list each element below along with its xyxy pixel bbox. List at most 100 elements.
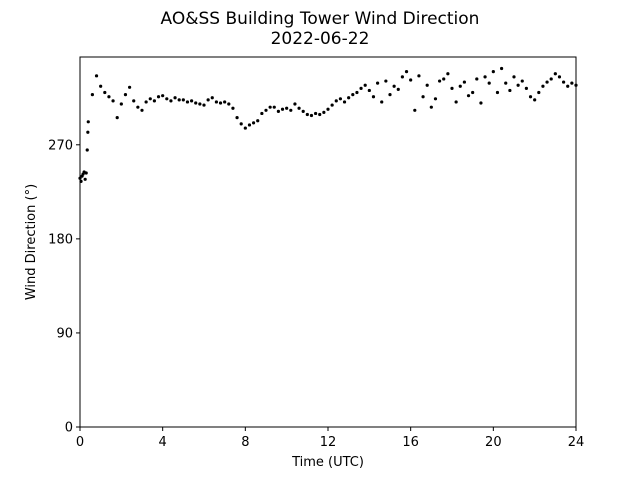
point [363,83,367,87]
point [516,83,520,87]
point [396,87,400,92]
point [491,70,495,74]
point [338,97,342,101]
y-tick-label: 180 [48,232,73,247]
point [103,90,107,95]
point [119,102,123,106]
point [223,100,227,104]
point [190,99,194,103]
chart-title: AO&SS Building Tower Wind Direction [161,9,480,29]
point [252,121,256,125]
point [140,108,144,112]
point [181,98,185,102]
point [156,95,161,99]
point [487,81,491,85]
point [334,99,338,103]
point [123,93,128,97]
point [475,77,479,81]
point [541,84,545,88]
point [85,148,89,152]
point [351,93,355,97]
point [161,94,165,98]
point [148,97,152,101]
point [94,74,99,78]
point [185,100,190,104]
point [442,77,446,81]
point [305,112,309,117]
point [330,103,334,107]
point [276,109,280,113]
point [409,78,413,82]
chart-subtitle: 2022-06-22 [271,29,370,49]
y-tick-label: 90 [56,326,73,341]
point [326,107,330,111]
point [376,81,380,85]
point [264,108,268,112]
point [206,98,210,102]
point [115,116,119,120]
x-tick-label: 20 [485,435,502,450]
point [433,97,438,101]
point [297,106,301,110]
point [90,93,94,97]
point [136,105,140,109]
point [450,86,454,90]
point [545,80,549,84]
point [392,84,396,88]
point [466,94,471,98]
point [528,95,533,99]
point [342,100,347,104]
x-axis-label: Time (UTC) [291,455,364,470]
point [508,88,512,93]
point [243,126,247,130]
point [132,99,136,103]
point [165,97,169,101]
point [293,102,297,106]
point [380,100,384,104]
point [446,72,450,76]
point [421,95,425,99]
x-tick-label: 16 [402,435,419,450]
point [384,79,388,83]
point [309,113,314,118]
point [198,102,202,106]
point [218,101,223,105]
point [553,72,557,76]
point [256,119,260,123]
point [404,70,409,74]
point [557,75,562,79]
point [83,177,87,181]
y-axis-label: Wind Direction (°) [24,184,39,300]
point [107,95,111,99]
point [272,105,276,109]
y-tick-label: 270 [48,138,73,153]
point [285,106,289,110]
point [214,100,218,104]
y-tick-label: 0 [65,421,73,436]
point [347,96,351,100]
point [231,106,235,110]
point [562,80,566,84]
point [483,75,487,79]
point [177,98,181,102]
point [417,74,421,78]
point [524,86,529,90]
point [479,101,483,105]
point [355,90,359,95]
point [413,108,417,112]
point [280,107,285,111]
point [566,84,570,88]
point [388,93,392,97]
point [202,103,206,107]
point [86,120,90,124]
point [152,99,156,103]
point [144,100,148,104]
x-tick-label: 0 [76,435,84,450]
x-tick-label: 4 [159,435,167,450]
point [400,75,404,79]
point [111,99,115,103]
point [438,79,442,83]
point [227,102,231,106]
point [371,95,376,99]
